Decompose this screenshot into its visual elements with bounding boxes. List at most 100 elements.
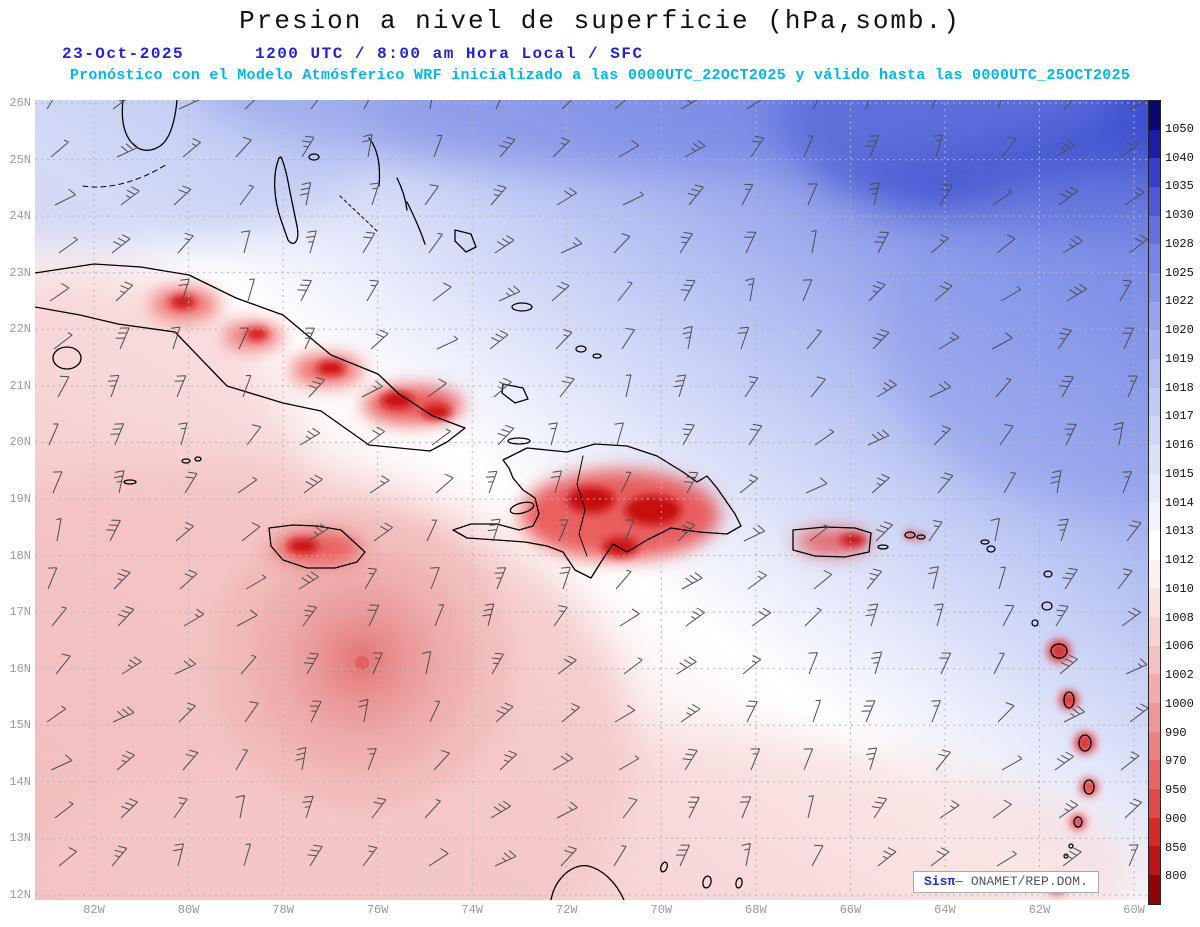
coast-cuba (35, 263, 466, 452)
lat-label: 22N (9, 322, 31, 337)
lat-label: 26N (9, 96, 31, 110)
colorbar-tick-label: 1016 (1165, 438, 1194, 452)
colorbar-tick-label: 900 (1165, 811, 1187, 826)
coast-isla-juventud (52, 346, 82, 370)
wind-barbs (46, 100, 1148, 867)
colorbar-tick-label: 1025 (1165, 265, 1194, 280)
coast-caicos (592, 353, 602, 359)
colorbar-tick-label: 1017 (1165, 409, 1194, 424)
coast-bonaire (735, 877, 743, 889)
colorbar-tick-label: 1008 (1165, 610, 1194, 625)
coast-virgin-islands-2 (916, 534, 926, 540)
colorbar-cell (1149, 416, 1160, 446)
coast-barbuda (1043, 570, 1053, 578)
coast-mayaguana (511, 302, 533, 312)
coastlines (35, 100, 1095, 900)
colorbar-cell (1149, 674, 1160, 704)
colorbar-cell (1149, 215, 1160, 245)
lon-label: 70W (650, 903, 673, 917)
coast-little-cayman (181, 458, 191, 464)
lon-label: 74W (461, 903, 483, 917)
coast-grand-cayman (123, 479, 137, 485)
coast-aruba (660, 861, 668, 873)
coast-hispaniola (452, 443, 742, 579)
colorbar-tick-label: 1028 (1165, 236, 1194, 251)
colorbar-tick-label: 1018 (1165, 380, 1194, 395)
coast-st-vincent (1073, 816, 1083, 828)
colorbar-cell (1149, 301, 1160, 331)
lon-label: 68W (745, 903, 767, 917)
colorbar-tick-label: 1030 (1165, 208, 1194, 222)
colorbar-cell (1149, 158, 1160, 188)
colorbar-tick-label: 1022 (1165, 294, 1194, 309)
coast-long-island (406, 201, 426, 245)
colorbar-cell (1149, 645, 1160, 675)
colorbar-tick-label: 850 (1165, 840, 1187, 855)
colorbar-cell (1149, 588, 1160, 618)
coast-st-lucia (1083, 779, 1095, 795)
colorbar-cell (1149, 559, 1160, 589)
colorbar-tick-label: 990 (1165, 725, 1187, 740)
coast-inagua (501, 383, 529, 404)
coast-puerto-rico (792, 526, 872, 558)
colorbar-tick-label: 1006 (1165, 639, 1194, 654)
attribution-text: — ONAMET/REP.DOM. (955, 874, 1088, 889)
colorbar-tick-label: 1012 (1165, 553, 1194, 567)
lat-label: 16N (9, 661, 31, 676)
coast-vieques (877, 544, 889, 550)
coast-crooked-acklins (454, 229, 477, 253)
terrain-low-pressure-cores (170, 295, 1098, 895)
colorbar-tick-label: 1035 (1165, 179, 1194, 194)
lat-label: 17N (9, 605, 31, 620)
lat-label: 20N (9, 435, 31, 450)
colorbar-tick-label: 950 (1165, 783, 1187, 797)
coast-tortue (507, 437, 531, 445)
lat-label: 15N (9, 718, 31, 733)
colorbar-tick-label: 970 (1165, 754, 1187, 769)
coast-gonave (509, 501, 535, 515)
colorbar-tick-label: 1020 (1165, 323, 1194, 337)
coast-cayman-brac (194, 456, 202, 462)
lat-label: 21N (9, 378, 31, 393)
longitude-axis: 82W 80W 78W 76W 74W 72W 70W 68W 66W 64W 62W 60W (35, 903, 1148, 921)
coast-exuma (339, 195, 379, 233)
lat-label: 25N (9, 152, 31, 167)
latitude-axis: 26N 25N 24N 23N 22N 21N 20N 19N 18N 17N 16N 15N 14N 1… (2, 96, 33, 902)
colorbar-cell (1149, 273, 1160, 302)
colorbar-tick-label: 1015 (1165, 466, 1194, 481)
colorbar-cell (1149, 187, 1160, 216)
coast-florida-keys (82, 163, 168, 188)
coast-grenadines-1 (1068, 843, 1074, 849)
coast-guadeloupe (1050, 643, 1068, 659)
colorbar-cell (1149, 760, 1160, 790)
forecast-time: 1200 UTC / 8:00 am Hora Local / SFC (255, 45, 644, 63)
colorbar-tick-label: 1040 (1165, 150, 1194, 165)
pressure-map (35, 100, 1148, 900)
lon-label: 78W (272, 903, 294, 917)
colorbar-tick-label: 1002 (1165, 668, 1194, 682)
colorbar-cell (1149, 875, 1160, 904)
coast-antigua (1041, 601, 1053, 611)
coast-jamaica (268, 524, 366, 569)
colorbar-labels: 1050 1040 1035 1030 1028 1025 1022 1020 1019 1018… (1165, 100, 1199, 905)
colorbar-cell (1149, 244, 1160, 274)
colorbar-cell (1149, 731, 1160, 761)
coast-martinique (1078, 734, 1092, 752)
tropical-low-center (355, 656, 369, 670)
lon-label: 66W (839, 903, 862, 917)
attribution-brand: Sisπ (924, 874, 956, 889)
forecast-date: 23-Oct-2025 (62, 45, 185, 63)
colorbar-cell (1149, 502, 1160, 532)
colorbar-cell (1149, 703, 1160, 732)
colorbar-cell (1149, 617, 1160, 646)
colorbar-tick-label: 800 (1165, 869, 1187, 884)
lat-label: 19N (9, 491, 31, 506)
coast-virgin-islands (904, 531, 916, 539)
lat-label: 12N (9, 887, 31, 902)
colorbar-cell (1149, 846, 1160, 876)
colorbar-tick-label: 1014 (1165, 495, 1194, 510)
colorbar-cell (1149, 129, 1160, 159)
lat-label: 23N (9, 265, 31, 280)
coast-montserrat (1031, 619, 1039, 627)
